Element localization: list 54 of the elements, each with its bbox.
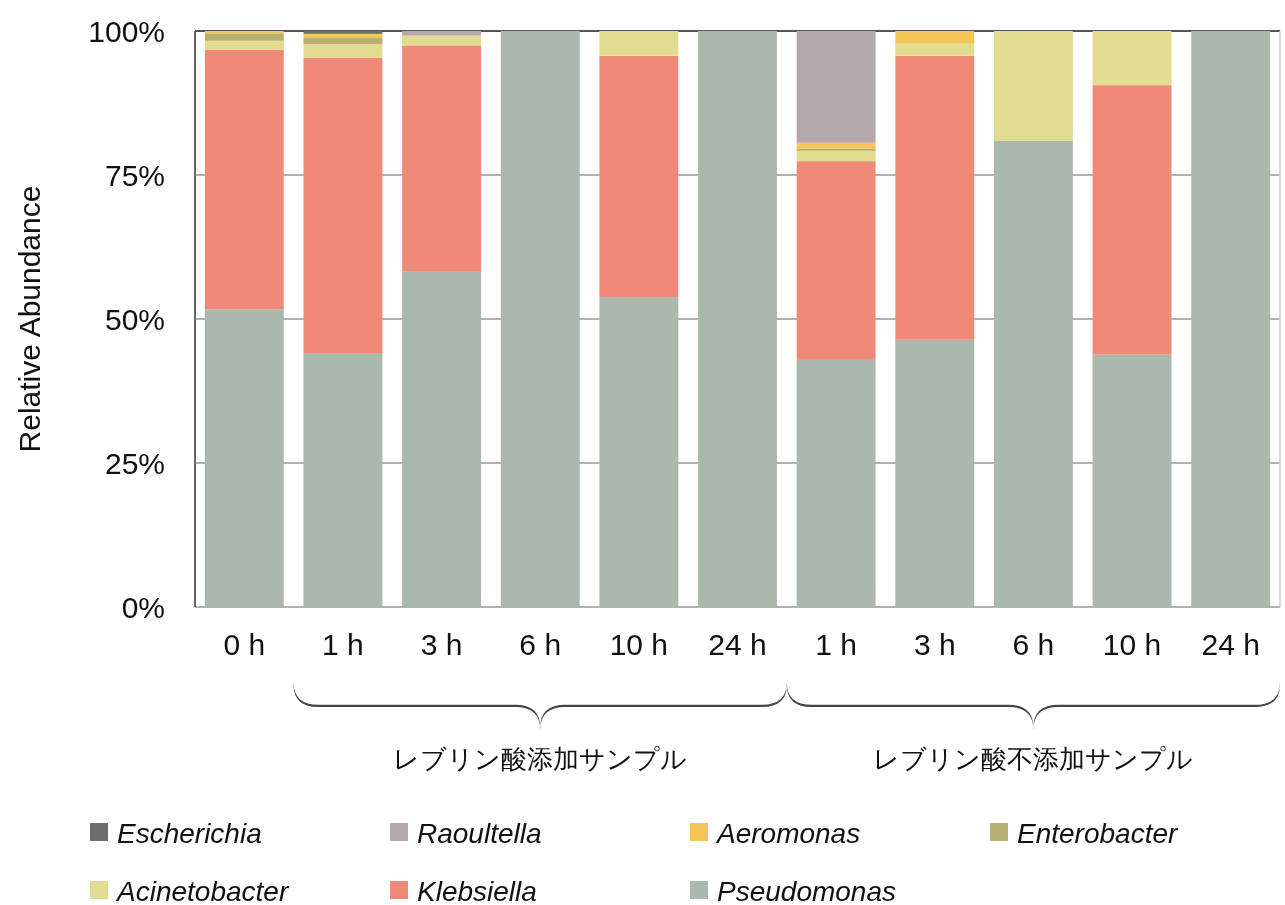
x-tick-label: 3 h [420, 628, 463, 661]
bar [204, 50, 284, 310]
x-tick-label: 0 h [223, 628, 266, 661]
bar [895, 43, 975, 56]
bar [1092, 31, 1172, 86]
bar [796, 161, 876, 360]
bar [599, 297, 679, 607]
bar [895, 55, 975, 340]
x-tick-label: 1 h [322, 628, 364, 661]
y-tick-label: 25% [104, 447, 165, 480]
bar [303, 352, 383, 607]
bar [796, 150, 876, 162]
bar [993, 31, 1073, 142]
legend-label: Escherichia [117, 818, 262, 849]
bar [402, 31, 482, 36]
x-tick-label: 10 h [1102, 628, 1162, 661]
bar [599, 55, 679, 298]
bar [796, 142, 876, 149]
y-tick-label: 50% [104, 303, 165, 336]
bar [303, 44, 383, 58]
bar [204, 309, 284, 607]
bar [1191, 31, 1271, 607]
bar [204, 33, 284, 41]
y-tick-label: 75% [104, 159, 165, 192]
legend-label: Raoultella [417, 818, 542, 849]
bar [402, 271, 482, 607]
x-tick-label: 6 h [519, 628, 562, 661]
bar [1092, 354, 1172, 607]
bar [1092, 85, 1172, 355]
text: レブリン酸不添加サンプル [873, 744, 1194, 774]
bar [895, 31, 975, 44]
x-tick-label: 10 h [609, 628, 669, 661]
text: レブリン酸添加サンプル [393, 744, 688, 774]
bar [895, 339, 975, 607]
bar [402, 45, 482, 272]
bar [500, 31, 580, 607]
bar [599, 31, 679, 56]
x-tick-label: 3 h [913, 628, 956, 661]
x-tick-label: 24 h [1201, 628, 1260, 661]
bar [402, 35, 482, 46]
y-axis-title: Relative Abundance [13, 185, 46, 453]
y-tick-label: 100% [88, 15, 165, 48]
bar [796, 31, 876, 143]
y-tick-label: 0% [121, 591, 165, 624]
bar [698, 31, 777, 607]
legend-label: Klebsiella [417, 876, 537, 905]
x-tick-label: 24 h [708, 628, 767, 661]
bar [303, 57, 383, 353]
bar [204, 40, 284, 51]
x-tick-label: 6 h [1012, 628, 1055, 661]
x-tick-label: 1 h [815, 628, 857, 661]
bar [303, 37, 383, 45]
bar [796, 359, 876, 607]
bar [993, 141, 1073, 607]
